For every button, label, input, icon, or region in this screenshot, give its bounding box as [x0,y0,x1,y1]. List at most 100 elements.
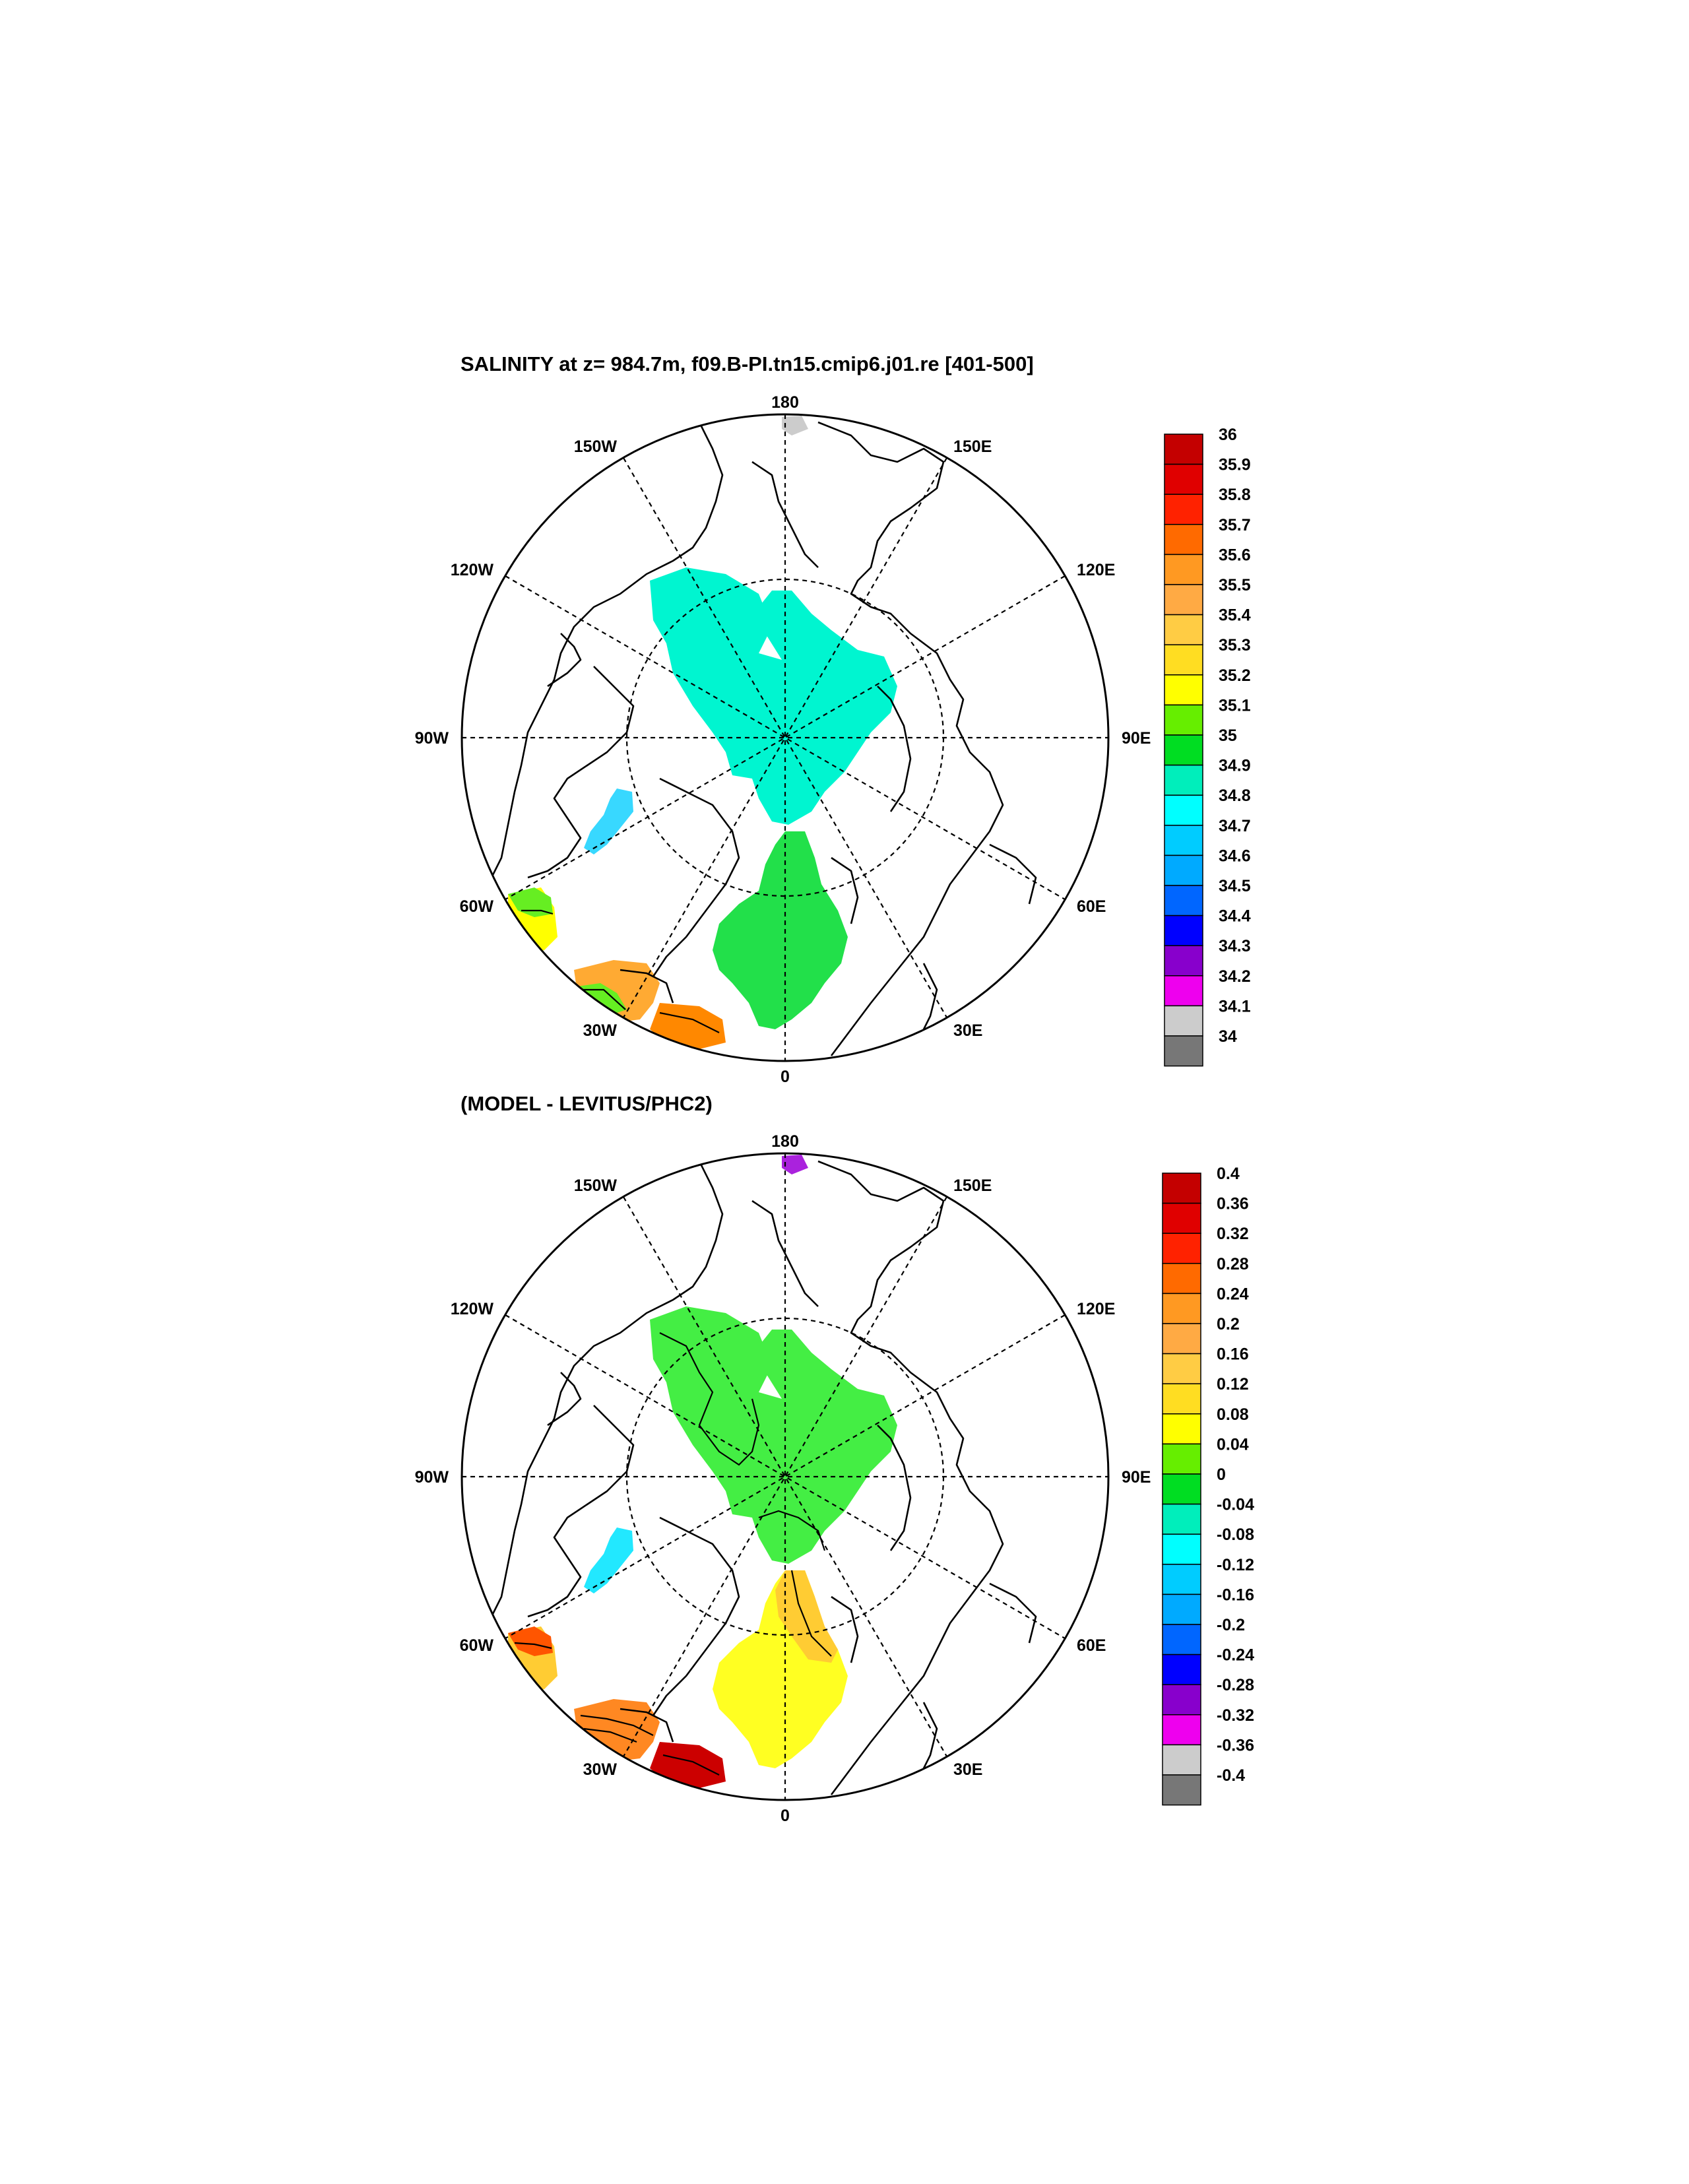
field-labrador-green [508,887,553,917]
contour-line [659,1332,760,1466]
colorbar-swatch [1162,1323,1201,1355]
lon-label-90w: 90W [415,729,449,748]
colorbar-label: 34.2 [1219,967,1251,986]
colorbar-label: 0.28 [1217,1255,1249,1273]
colorbar-swatch [1162,1533,1201,1565]
colorbar-swatch [1162,1172,1201,1204]
colorbar-label: 35 [1219,726,1237,745]
colorbar-label: 34.8 [1219,787,1251,805]
colorbar-label: -0.04 [1217,1496,1254,1514]
lon-label-60w: 60W [460,897,494,916]
colorbar-swatch [1162,1353,1201,1384]
colorbar-label: 35.3 [1219,636,1251,655]
colorbar-label: -0.36 [1217,1736,1254,1754]
lon-label-150e: 150E [953,1176,992,1195]
lon-label-150e: 150E [953,437,992,456]
panel-salinity: SALINITY at z= 984.7m, f09.B-PI.tn15.cmi… [415,352,1251,1086]
colorbar-label: 0.16 [1217,1345,1249,1364]
colorbar-swatch [1164,885,1203,916]
contour-line [581,988,626,1010]
colorbar-swatch [1162,1654,1201,1685]
colorbar-swatch [1162,1714,1201,1746]
colorbar-label: 35.9 [1219,456,1251,474]
colorbar-swatch [1162,1383,1201,1415]
field-nordic-orange [775,1570,838,1663]
colorbar-label: -0.08 [1217,1526,1254,1544]
colorbar-label: 0.4 [1217,1165,1240,1183]
contour-line [583,1727,637,1743]
contour-line [758,1510,826,1551]
lon-label-150w: 150W [574,1176,618,1195]
colorbar-label: 34.1 [1219,997,1251,1015]
field-labrador-orange [508,1626,553,1656]
lon-label-150w: 150W [574,437,618,456]
colorbar-label: 34.4 [1219,907,1251,926]
colorbar-label: 0.08 [1217,1405,1249,1424]
colorbar-swatch [1162,1624,1201,1655]
colorbar-label: -0.28 [1217,1676,1254,1694]
contour-line [521,909,554,915]
colorbar: 36 35.9 35.8 35.7 35.6 35.5 35.4 35.3 35.2 35.1 35… [1164,426,1251,1067]
lon-label-90e: 90E [1122,729,1151,748]
panel-title: SALINITY at z= 984.7m, f09.B-PI.tn15.cmi… [461,352,1034,375]
colorbar-label: 34.6 [1219,847,1251,865]
lon-label-60e: 60E [1077,1636,1106,1655]
colorbar-label: 35.5 [1219,576,1251,594]
colorbar-swatch [1164,794,1203,826]
lon-label-30e: 30E [953,1021,982,1040]
lon-label-180: 180 [771,393,799,412]
lon-label-30w: 30W [583,1760,618,1779]
colorbar-label: -0.16 [1217,1586,1254,1604]
graticule [462,1153,1108,1800]
field-arctic-basin [650,1306,897,1564]
colorbar-label: 0.04 [1217,1435,1249,1454]
field-baffin-bay [584,1527,633,1593]
colorbar-label: 34.7 [1219,817,1251,835]
colorbar-label: 0.2 [1217,1315,1240,1333]
graticule [462,414,1108,1061]
lon-label-0: 0 [781,1807,790,1825]
colorbar-swatch [1162,1684,1201,1716]
colorbar-swatch [1164,494,1203,525]
colorbar-swatch [1164,975,1203,1007]
colorbar-swatch [1162,1503,1201,1535]
colorbar-label: -0.12 [1217,1556,1254,1574]
colorbar-label: 34 [1219,1027,1237,1046]
map-area [474,1155,1037,1795]
colorbar-swatch [1162,1443,1201,1475]
colorbar-swatch [1164,945,1203,977]
colorbar-label: 0.24 [1217,1285,1249,1303]
coastlines [474,421,1037,1056]
lon-label-60e: 60E [1077,897,1106,916]
colorbar-swatch [1164,764,1203,796]
colorbar-swatch [1164,554,1203,585]
field-iceland-darkred [650,1742,726,1788]
colorbar-swatch [1164,1035,1203,1067]
field-pacific-patch [782,1155,808,1174]
longitude-labels: 180 0 90W 90E 150W 150E 120W 120E 60W 60… [415,393,1151,1086]
colorbar-swatch [1164,614,1203,645]
lon-label-120w: 120W [451,1300,494,1318]
colorbar-label: 34.5 [1219,877,1251,895]
field-pacific-patch [782,416,808,435]
colorbar-swatch [1162,1202,1201,1234]
map-boundary [461,413,1110,1062]
colorbar-swatch [1164,825,1203,856]
colorbar-label: 34.9 [1219,757,1251,775]
lon-label-120e: 120E [1077,1300,1115,1318]
colorbar-swatch [1162,1564,1201,1595]
colorbar-swatch [1162,1263,1201,1295]
colorbar-swatch [1162,1774,1201,1806]
colorbar-swatch [1164,434,1203,465]
colorbar-label: 35.8 [1219,486,1251,504]
colorbar-swatch [1164,1005,1203,1037]
contour-line [790,1570,832,1657]
contour-line [580,1714,654,1736]
colorbar-label: 35.6 [1219,546,1251,564]
panel-difference: (MODEL - LEVITUS/PHC2) [415,1092,1254,1825]
colorbar-label: -0.24 [1217,1646,1254,1665]
colorbar: 0.4 0.36 0.32 0.28 0.24 0.2 0.16 0.12 0.08 0.04 0 -… [1162,1165,1254,1806]
field-arctic-basin [650,567,897,825]
colorbar-swatch [1164,524,1203,556]
